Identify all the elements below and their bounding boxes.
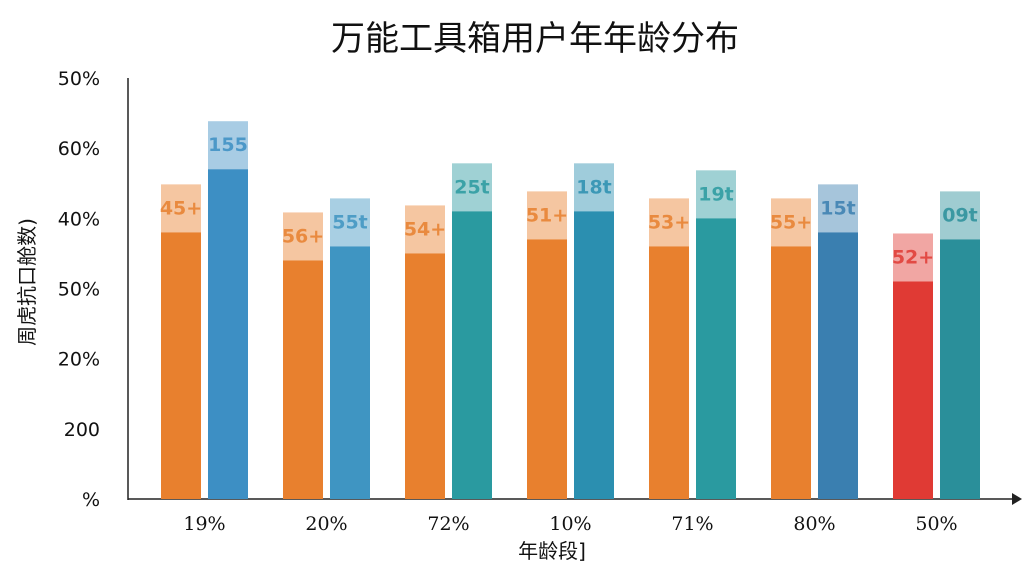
bar xyxy=(161,232,201,499)
bar-data-label: 54+ xyxy=(404,218,446,240)
y-tick-label: % xyxy=(82,489,100,511)
x-axis-label: 年龄段] xyxy=(518,539,586,563)
bar-data-label: 45+ xyxy=(160,197,202,219)
bar-cap xyxy=(283,212,323,261)
x-tick-label: 71% xyxy=(671,513,713,535)
bar xyxy=(527,239,567,499)
bar-cap xyxy=(771,198,811,247)
bar-cap xyxy=(208,121,248,170)
bar xyxy=(208,169,248,499)
x-tick-label: 50% xyxy=(915,513,957,535)
bar-data-label: 15t xyxy=(820,197,856,219)
bar xyxy=(283,260,323,499)
bar xyxy=(452,211,492,500)
bar xyxy=(818,232,858,499)
bar-data-label: 51+ xyxy=(526,204,568,226)
bar-data-label: 155 xyxy=(208,134,248,156)
bar-data-label: 56+ xyxy=(282,225,324,247)
bar xyxy=(574,211,614,500)
bar-cap xyxy=(818,184,858,233)
bar-labels-group: 45+ 155 56+ 55t 54+ 25t 51+ 18t 53+ 19t 55+ 15t 52+ 0… xyxy=(160,134,978,268)
bar xyxy=(649,246,689,499)
bar xyxy=(771,246,811,499)
bar-cap xyxy=(330,198,370,247)
bar xyxy=(405,253,445,499)
y-axis-label: 周虎抗口舱数) xyxy=(15,218,39,346)
bar-cap xyxy=(405,205,445,254)
bar-cap xyxy=(452,163,492,212)
bar-data-label: 18t xyxy=(576,176,612,198)
bar xyxy=(330,246,370,499)
x-tick-label: 72% xyxy=(427,513,469,535)
y-tick-labels: % 200 20% 50% 40% 60% 50% xyxy=(58,68,100,511)
y-tick-label: 50% xyxy=(58,279,100,301)
bar-data-label: 25t xyxy=(454,176,490,198)
bar-cap xyxy=(696,170,736,219)
bar xyxy=(940,239,980,499)
bar-cap xyxy=(527,191,567,240)
bar-cap xyxy=(649,198,689,247)
x-tick-label: 10% xyxy=(549,513,591,535)
y-tick-label: 40% xyxy=(58,208,100,230)
y-tick-label: 20% xyxy=(58,349,100,371)
bars-group xyxy=(161,121,980,500)
bar-cap xyxy=(940,191,980,240)
bar-data-label: 53+ xyxy=(648,211,690,233)
y-tick-label: 50% xyxy=(58,68,100,90)
chart-title: 万能工具箱用户年年龄分布 xyxy=(331,19,739,59)
x-axis-arrow xyxy=(1012,493,1022,505)
x-tick-label: 20% xyxy=(305,513,347,535)
x-tick-label: 80% xyxy=(793,513,835,535)
y-tick-label: 200 xyxy=(64,419,100,441)
bar-data-label: 09t xyxy=(942,204,978,226)
bar-data-label: 55t xyxy=(332,211,368,233)
bar-cap xyxy=(893,233,933,282)
bar-cap xyxy=(574,163,614,212)
bar xyxy=(893,281,933,499)
x-tick-label: 19% xyxy=(183,513,225,535)
bar-data-label: 52+ xyxy=(892,246,934,268)
bar xyxy=(696,218,736,500)
bar-cap xyxy=(161,184,201,233)
y-tick-label: 60% xyxy=(58,138,100,160)
bar-data-label: 55+ xyxy=(770,211,812,233)
bar-data-label: 19t xyxy=(698,183,734,205)
x-tick-labels: 19% 20% 72% 10% 71% 80% 50% xyxy=(183,513,957,535)
